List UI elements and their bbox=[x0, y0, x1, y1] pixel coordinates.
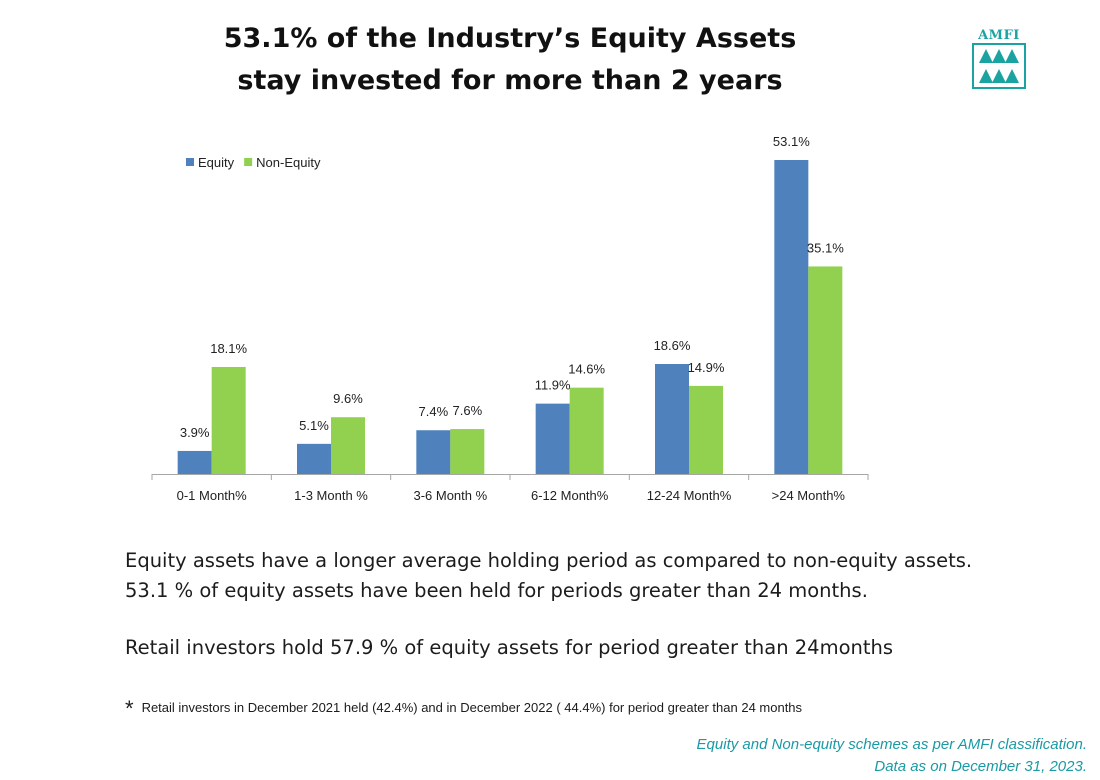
equity-bar bbox=[177, 450, 212, 474]
equity-data-label: 5.1% bbox=[299, 418, 329, 433]
source-note: Equity and Non-equity schemes as per AMF… bbox=[697, 734, 1087, 778]
non-equity-data-label: 14.9% bbox=[688, 360, 725, 375]
source-line-1: Equity and Non-equity schemes as per AMF… bbox=[696, 736, 1087, 753]
non-equity-bar bbox=[689, 385, 723, 474]
equity-data-label: 7.4% bbox=[419, 404, 449, 419]
x-tick-label: >24 Month% bbox=[772, 488, 846, 503]
explanation-line-1: Equity assets have a longer average hold… bbox=[125, 549, 973, 572]
equity-legend-swatch bbox=[186, 158, 194, 166]
non-equity-data-label: 35.1% bbox=[807, 240, 844, 255]
title-line-2: stay invested for more than 2 years bbox=[237, 65, 783, 96]
non-equity-bar bbox=[808, 266, 843, 474]
x-tick-label: 1-3 Month % bbox=[294, 488, 368, 503]
logo-triangles-icon bbox=[972, 43, 1026, 89]
equity-legend-label: Equity bbox=[198, 155, 235, 170]
non-equity-bar bbox=[331, 417, 365, 474]
non-equity-data-label: 7.6% bbox=[453, 403, 483, 418]
equity-bar bbox=[655, 364, 689, 474]
x-tick-label: 12-24 Month% bbox=[647, 488, 732, 503]
equity-bar bbox=[297, 443, 331, 474]
retail-investors-statement: Retail investors hold 57.9 % of equity a… bbox=[125, 636, 894, 659]
footnote-asterisk: * bbox=[125, 696, 134, 721]
footnote: * Retail investors in December 2021 held … bbox=[125, 696, 802, 722]
x-tick-label: 0-1 Month% bbox=[177, 488, 248, 503]
non-equity-data-label: 9.6% bbox=[333, 391, 363, 406]
equity-bar bbox=[416, 430, 451, 474]
equity-bar bbox=[535, 403, 570, 474]
x-tick-label: 3-6 Month % bbox=[413, 488, 487, 503]
equity-bar bbox=[774, 160, 809, 474]
slide-title: 53.1% of the Industry’s Equity Assets st… bbox=[160, 18, 860, 102]
title-line-1: 53.1% of the Industry’s Equity Assets bbox=[223, 23, 797, 54]
amfi-logo: AMFI bbox=[972, 28, 1026, 90]
equity-data-label: 18.6% bbox=[654, 338, 691, 353]
non-equity-bar bbox=[569, 387, 604, 474]
explanation-paragraph: Equity assets have a longer average hold… bbox=[125, 546, 972, 606]
non-equity-legend-label: Non-Equity bbox=[256, 155, 321, 170]
equity-data-label: 11.9% bbox=[535, 378, 571, 393]
equity-data-label: 3.9% bbox=[180, 425, 210, 440]
non-equity-data-label: 14.6% bbox=[568, 362, 605, 377]
footnote-text: Retail investors in December 2021 held (… bbox=[141, 700, 803, 715]
holding-period-bar-chart: 0-1 Month% 3.9% 18.1% 1-3 Month % 5.1% 9.6% 3-… bbox=[151, 134, 869, 503]
non-equity-bar bbox=[211, 366, 246, 474]
non-equity-legend-swatch bbox=[244, 158, 253, 166]
logo-text: AMFI bbox=[978, 28, 1020, 43]
non-equity-data-label: 18.1% bbox=[210, 341, 247, 356]
non-equity-bar bbox=[450, 429, 485, 474]
explanation-line-2: 53.1 % of equity assets have been held f… bbox=[125, 579, 868, 602]
source-line-2: Data as on December 31, 2023. bbox=[874, 758, 1087, 775]
x-tick-label: 6-12 Month% bbox=[531, 488, 609, 503]
equity-data-label: 53.1% bbox=[773, 134, 810, 149]
